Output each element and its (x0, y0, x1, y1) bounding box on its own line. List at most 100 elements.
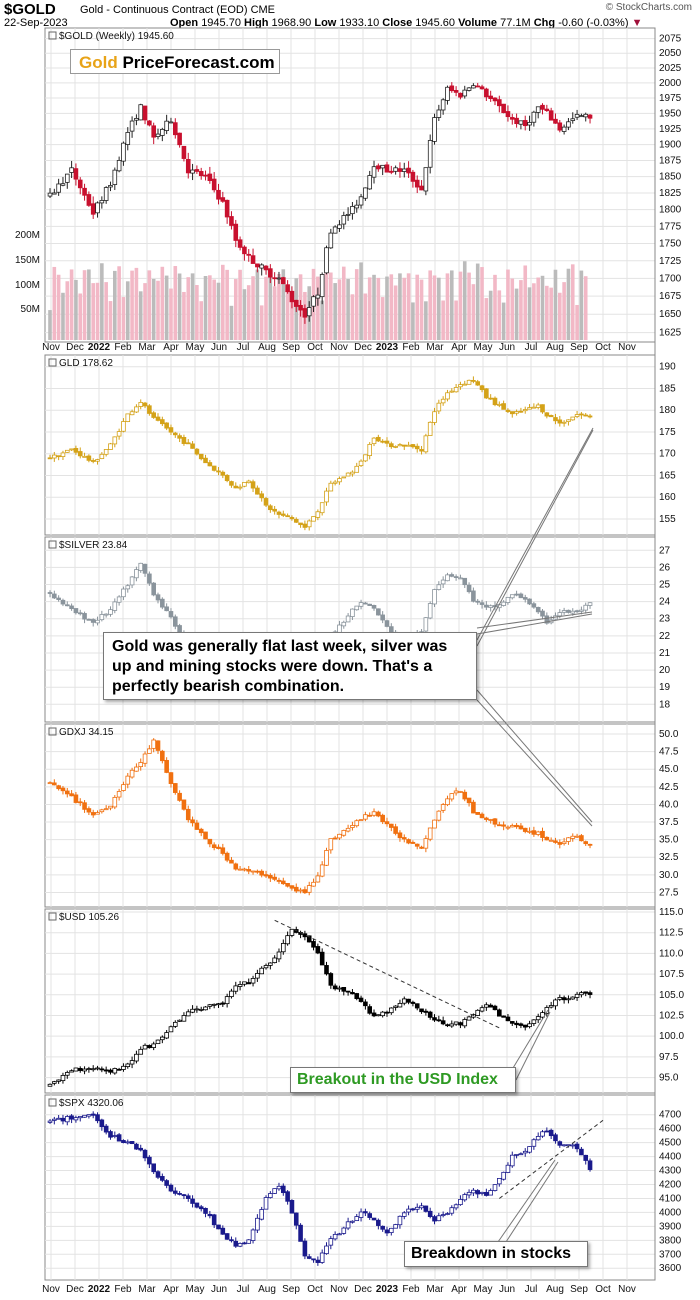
candle-body (505, 409, 511, 412)
candle-body (540, 404, 545, 413)
candle-body (397, 444, 403, 447)
y-tick-label: 20 (659, 665, 671, 676)
volume-bar (61, 292, 65, 340)
symbol: $GOLD (4, 1, 56, 18)
candle-body (125, 132, 131, 145)
low-label: Low (314, 17, 337, 29)
candle-body (224, 474, 230, 482)
candle-body (337, 833, 342, 839)
candle-body (112, 797, 118, 808)
candle-body (52, 454, 57, 459)
y-tick-label: 40.0 (659, 799, 679, 810)
candle-body (350, 825, 355, 828)
candle-body (557, 842, 563, 845)
volume-bar (52, 266, 57, 340)
candle-body (211, 1214, 217, 1226)
candle-body (90, 619, 96, 623)
candle-body (155, 740, 161, 751)
volume-bar (320, 300, 324, 340)
candle-body (501, 824, 506, 827)
candle-body (497, 824, 502, 827)
candle-body (82, 1114, 87, 1118)
candle-body (47, 1083, 53, 1087)
candle-body (453, 90, 459, 93)
candle-body (389, 443, 394, 448)
candle-body (185, 1195, 191, 1199)
candle-body (177, 792, 182, 801)
candle-body (121, 1140, 126, 1143)
candle-body (410, 171, 416, 182)
candle-body (358, 819, 364, 822)
candle-body (311, 881, 316, 887)
candle-body (414, 843, 420, 847)
y-tick-label: 1625 (659, 328, 682, 339)
x-tick-label: 2022 (88, 1284, 111, 1295)
volume-bar (575, 304, 579, 340)
candle-body (587, 843, 593, 846)
candle-body (99, 809, 105, 813)
candle-body (475, 1009, 481, 1016)
x-tick-label: Jul (237, 1284, 250, 1295)
candle-body (479, 1191, 485, 1194)
candle-body (250, 255, 256, 264)
candle-body (484, 1191, 489, 1196)
candle-body (453, 1021, 459, 1025)
candle-body (216, 846, 221, 849)
y-tick-label: 170 (659, 449, 676, 460)
volume-bar (341, 266, 346, 340)
candle-body (535, 831, 541, 835)
candle-body (177, 132, 182, 146)
candle-body (151, 582, 156, 596)
volume-bar (372, 274, 376, 340)
candle-body (535, 1136, 541, 1141)
candle-body (289, 517, 295, 520)
candle-body (367, 175, 373, 190)
candle-body (47, 192, 53, 197)
candle-body (492, 1005, 498, 1011)
candle-body (69, 167, 74, 173)
candle-body (315, 294, 321, 299)
volume-bar (281, 269, 286, 340)
candle-body (56, 1079, 61, 1082)
candle-body (583, 991, 589, 994)
candle-body (259, 493, 264, 499)
candle-body (363, 454, 368, 462)
candle-body (445, 798, 450, 806)
stockcharts-brand[interactable]: © StockCharts.com (605, 2, 692, 13)
x-tick-label: Jun (499, 1284, 515, 1295)
candle-body (203, 1006, 208, 1011)
volume-bar (471, 284, 476, 340)
y-tick-label: 25 (659, 580, 671, 591)
candle-body (134, 1053, 139, 1062)
candle-body (557, 122, 563, 131)
volume-bar (259, 305, 264, 340)
candle-body (401, 998, 407, 1004)
candle-body (103, 1125, 109, 1133)
candle-body (134, 569, 139, 579)
y-tick-label: 102.5 (659, 1010, 684, 1021)
candle-body (194, 169, 200, 172)
panel-title: $GOLD (Weekly) 1945.60 (59, 31, 174, 42)
candle-body (103, 1069, 109, 1072)
candle-body (384, 620, 390, 627)
candle-body (358, 602, 364, 607)
candle-body (354, 204, 360, 209)
candle-body (540, 104, 545, 110)
volume-bar (454, 300, 458, 340)
candle-body (328, 838, 334, 851)
candle-body (198, 171, 204, 177)
candle-body (56, 785, 61, 790)
candle-body (82, 613, 87, 620)
candle-body (492, 397, 498, 406)
candle-body (440, 579, 446, 585)
candle-body (531, 1019, 537, 1024)
close-label: Close (382, 17, 413, 29)
candle-body (147, 405, 152, 414)
candle-body (449, 1023, 455, 1027)
candle-body (401, 444, 407, 447)
candle-body (246, 982, 252, 985)
candle-body (229, 859, 234, 864)
candle-body (203, 457, 208, 464)
y-tick-label: 1850 (659, 172, 682, 183)
chg-label: Chg (533, 17, 556, 29)
